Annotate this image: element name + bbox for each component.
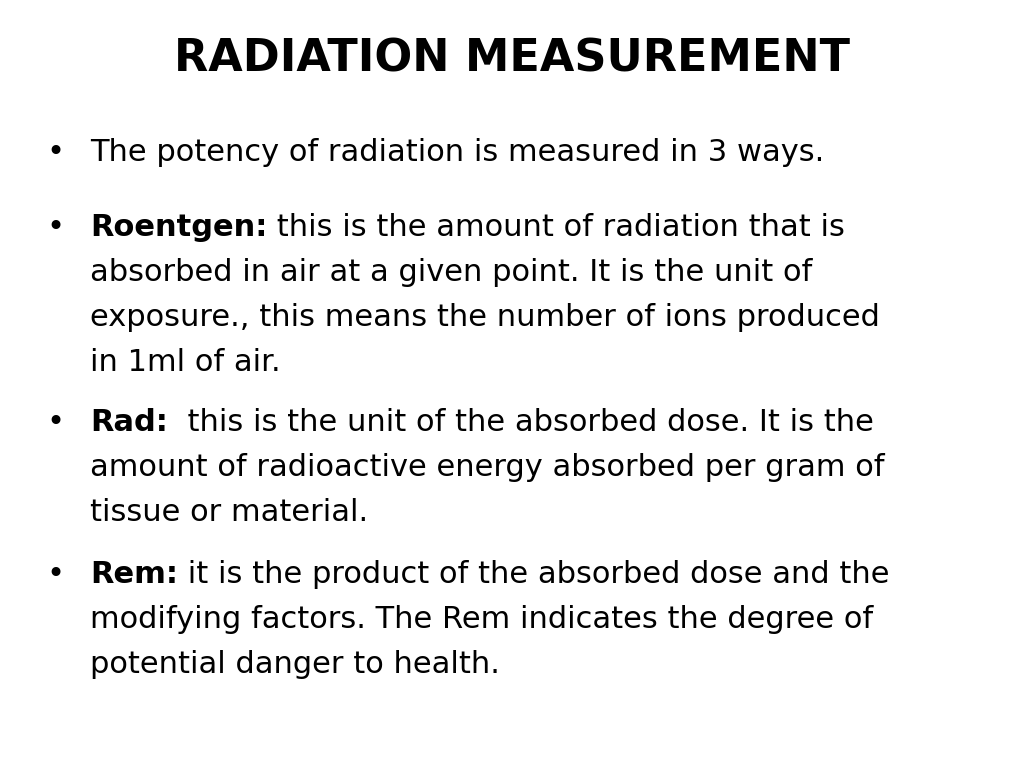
Text: tissue or material.: tissue or material. <box>90 498 368 527</box>
Text: •: • <box>46 213 65 242</box>
Text: this is the unit of the absorbed dose. It is the: this is the unit of the absorbed dose. I… <box>168 408 873 437</box>
Text: •: • <box>46 560 65 589</box>
Text: absorbed in air at a given point. It is the unit of: absorbed in air at a given point. It is … <box>90 258 812 287</box>
Text: •: • <box>46 408 65 437</box>
Text: potential danger to health.: potential danger to health. <box>90 650 500 679</box>
Text: in 1ml of air.: in 1ml of air. <box>90 348 281 377</box>
Text: this is the amount of radiation that is: this is the amount of radiation that is <box>267 213 845 242</box>
Text: Roentgen:: Roentgen: <box>90 213 267 242</box>
Text: RADIATION MEASUREMENT: RADIATION MEASUREMENT <box>174 38 850 81</box>
Text: amount of radioactive energy absorbed per gram of: amount of radioactive energy absorbed pe… <box>90 453 885 482</box>
Text: modifying factors. The Rem indicates the degree of: modifying factors. The Rem indicates the… <box>90 605 873 634</box>
Text: The potency of radiation is measured in 3 ways.: The potency of radiation is measured in … <box>90 138 824 167</box>
Text: •: • <box>46 138 65 167</box>
Text: exposure., this means the number of ions produced: exposure., this means the number of ions… <box>90 303 880 332</box>
Text: Rem:: Rem: <box>90 560 178 589</box>
Text: it is the product of the absorbed dose and the: it is the product of the absorbed dose a… <box>178 560 890 589</box>
Text: Rad:: Rad: <box>90 408 168 437</box>
